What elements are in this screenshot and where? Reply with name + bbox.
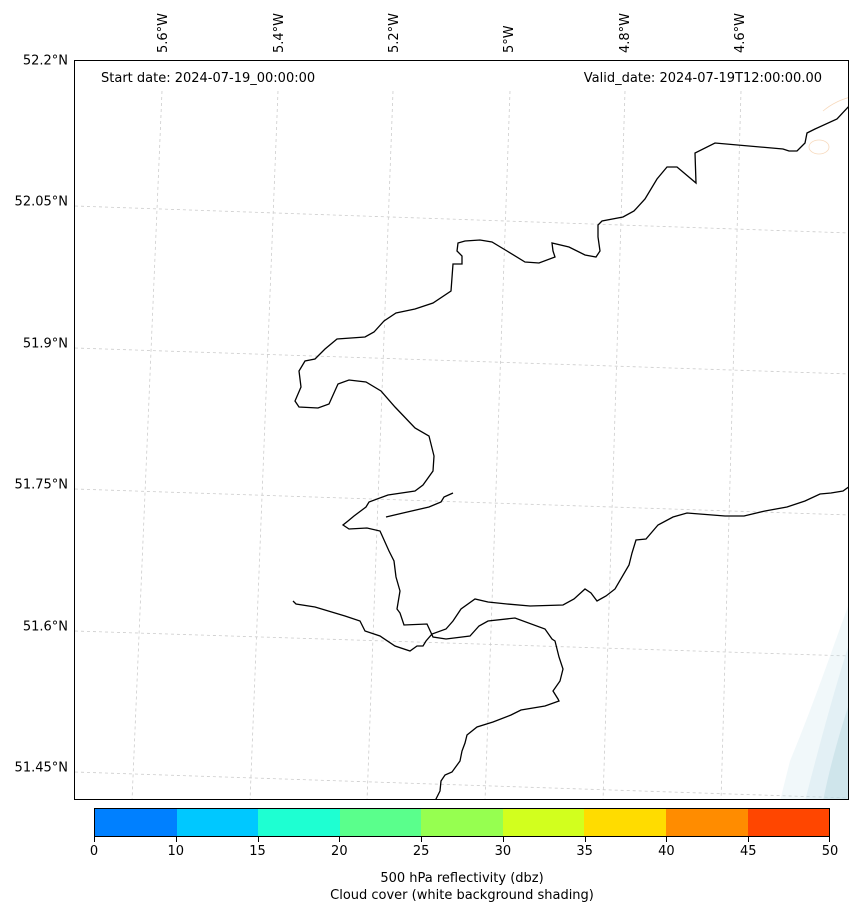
- colorbar-tick-mark: [502, 837, 504, 842]
- colorbar-segment: [258, 809, 340, 836]
- meridian-4-6: [720, 90, 742, 799]
- colorbar-tick-label: 15: [249, 844, 266, 859]
- colorbar-segment: [747, 809, 830, 836]
- colorbar-segment: [421, 809, 503, 836]
- lon-label-5-4: 5.4°W: [272, 12, 287, 53]
- parallel-51-6: [75, 630, 848, 657]
- colorbar-segment: [584, 809, 666, 836]
- lat-label-51-6: 51.6°N: [22, 619, 68, 635]
- meridian-5-4: [249, 90, 279, 799]
- colorbar-segment: [176, 809, 259, 836]
- colorbar-segment: [339, 809, 422, 836]
- valid-date-label: Valid_date: 2024-07-19T12:00:00.00: [583, 71, 822, 86]
- colorbar-tick-mark: [748, 837, 750, 842]
- colorbar-segment: [502, 809, 585, 836]
- colorbar-tick-label: 0: [89, 844, 99, 859]
- colorbar-tick-label: 10: [167, 844, 185, 859]
- colorbar-tick-mark: [175, 837, 177, 842]
- colorbar-tick-mark: [421, 837, 423, 842]
- lat-label-51-9: 51.9°N: [22, 336, 68, 352]
- lat-label-51-45: 51.45°N: [14, 760, 68, 776]
- colorbar-tick-label: 35: [576, 844, 593, 859]
- lon-label-5-2: 5.2°W: [387, 12, 402, 53]
- parallel-51-9: [75, 347, 848, 375]
- colorbar-tick-label: 30: [494, 844, 512, 859]
- reflectivity-contour: [808, 97, 848, 155]
- colorbar-segment: [665, 809, 748, 836]
- lon-label-4-8: 4.8°W: [618, 12, 633, 53]
- colorbar-tick-label: 50: [821, 844, 839, 859]
- gridlines: [75, 90, 848, 799]
- lon-label-4-6: 4.6°W: [733, 12, 748, 53]
- colorbar-tick-mark: [339, 837, 341, 842]
- colorbar-tick-label: 25: [412, 844, 430, 859]
- meridian-5: [484, 90, 511, 799]
- colorbar-tick-mark: [666, 837, 668, 842]
- colorbar: [94, 808, 830, 837]
- lon-label-5-6: 5.6°W: [156, 12, 171, 53]
- meridian-4-8: [602, 90, 626, 799]
- map-canvas: [75, 90, 848, 799]
- parallel-51-75: [75, 488, 848, 516]
- lat-label-52-05: 52.05°N: [14, 194, 68, 210]
- colorbar-tick-label: 45: [739, 844, 757, 859]
- colorbar-tick-label: 20: [331, 844, 348, 859]
- lat-label-51-75: 51.75°N: [14, 477, 68, 493]
- colorbar-tick-mark: [584, 837, 586, 842]
- lon-label-5: 5°W: [502, 25, 517, 53]
- coastline: [294, 106, 848, 799]
- parallel-52-05: [75, 205, 848, 234]
- colorbar-caption-line2: Cloud cover (white background shading): [330, 888, 594, 903]
- colorbar-segment: [95, 809, 177, 836]
- parallel-51-45: [75, 771, 848, 799]
- colorbar-tick-label: 40: [658, 844, 675, 859]
- coastline-bay: [292, 486, 848, 652]
- lat-label-52-2: 52.2°N: [22, 53, 68, 69]
- colorbar-caption-line1: 500 hPa reflectivity (dbz): [380, 871, 544, 886]
- colorbar-tick-mark: [829, 837, 830, 842]
- colorbar-tick-mark: [257, 837, 259, 842]
- start-date-label: Start date: 2024-07-19_00:00:00: [101, 71, 316, 86]
- map-panel[interactable]: Start date: 2024-07-19_00:00:00 Valid_da…: [74, 60, 849, 800]
- cloud-shading: [780, 606, 848, 799]
- colorbar-tick-mark: [94, 837, 95, 842]
- meridian-5-2: [366, 90, 394, 799]
- meridian-5-6: [131, 90, 163, 799]
